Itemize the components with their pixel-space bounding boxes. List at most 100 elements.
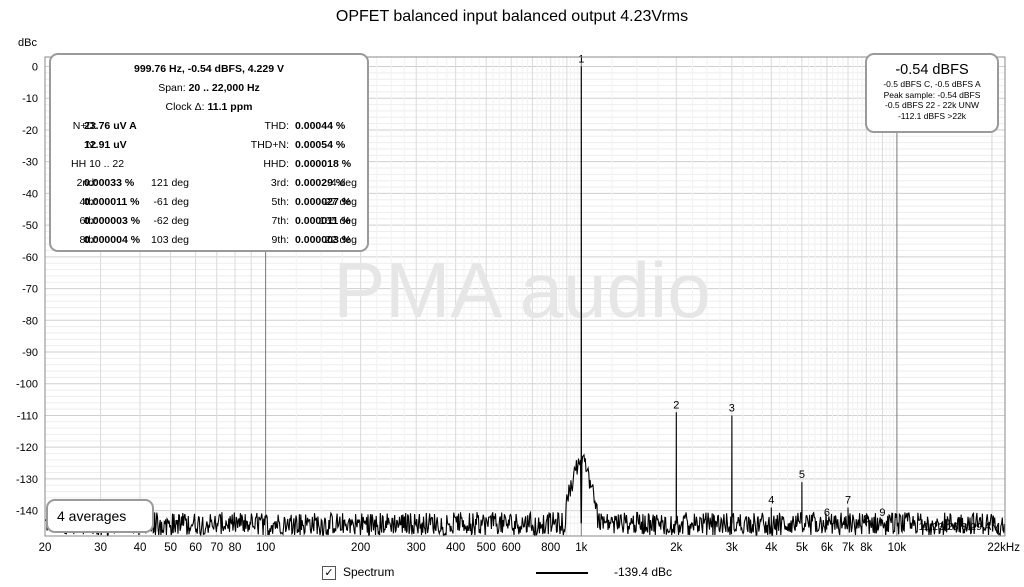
x-tick-label: 10k	[888, 542, 907, 554]
thdn-label: THD+N:	[250, 139, 289, 151]
x-tick-label: 60	[189, 542, 202, 554]
thd-value: 0.00044 %	[295, 120, 346, 132]
n-value: 12.91 uV	[84, 139, 127, 151]
harmonic-label: 5th:	[271, 196, 289, 208]
harmonic-row: 6th: 0.000003 % -62 deg 7th: 0.000011 % 165 d…	[51, 212, 367, 230]
harmonic-label: 9th:	[271, 234, 289, 246]
x-tick-label: 7k	[842, 542, 854, 554]
x-tick-label: 3k	[726, 542, 738, 554]
harmonic-phase: -62 deg	[153, 215, 189, 227]
harmonic-value: 0.000011 %	[295, 215, 351, 227]
y-tick-label: -100	[16, 379, 38, 391]
x-tick-label: 70	[210, 542, 223, 554]
y-tick-label: -120	[16, 442, 38, 454]
n-label: N:	[86, 139, 98, 151]
nd-value: 23.76 uV A	[84, 120, 137, 132]
x-tick-label: 800	[541, 542, 560, 554]
harmonic-phase: -4 deg	[327, 177, 357, 189]
x-tick-label: 20	[39, 542, 52, 554]
spectrum-series-line	[44, 66, 1006, 537]
level-line-1: -0.5 dBFS C, -0.5 dBFS A	[883, 79, 981, 89]
harmonic-peak-label: 8	[863, 513, 869, 525]
harmonic-peak-label: 3	[729, 402, 735, 414]
y-tick-label: -90	[22, 347, 38, 359]
harmonic-phase: 103 deg	[151, 234, 189, 246]
harmonic-peak-label: 4	[768, 494, 774, 506]
harmonic-peak-label: 9	[879, 507, 885, 519]
y-tick-label: 0	[32, 62, 38, 74]
y-tick-label: -60	[22, 252, 38, 264]
x-tick-label: 4k	[765, 542, 777, 554]
y-tick-label: -10	[22, 93, 38, 105]
harmonic-value: 0.000003 %	[295, 234, 352, 246]
y-tick-label: -140	[16, 506, 38, 518]
legend-line-swatch	[536, 572, 588, 574]
hh-range-label: HH 10 .. 22	[71, 158, 125, 170]
spectrum-checkbox[interactable]: ✓	[322, 566, 336, 580]
x-tick-label: 50	[164, 542, 177, 554]
x-tick-label: 500	[477, 542, 496, 554]
harmonic-peak-label: 1	[578, 54, 584, 66]
harmonic-peak-label: 6	[824, 507, 830, 519]
stats-header: 999.76 Hz, -0.54 dBFS, 4.229 V	[134, 63, 284, 75]
timestamp: 11/23/23 8:29 AM	[918, 521, 1000, 533]
x-tick-label: 6k	[821, 542, 833, 554]
thdn-value: 0.00054 %	[295, 139, 346, 151]
harmonic-phase: 22 deg	[324, 234, 357, 246]
x-tick-label: 80	[229, 542, 242, 554]
harmonic-value: 0.000011 %	[84, 196, 140, 208]
legend-series-value: -139.4 dBc	[614, 565, 673, 579]
x-tick-label: 30	[94, 542, 107, 554]
y-tick-label: -110	[17, 410, 38, 422]
y-tick-label: -30	[22, 157, 38, 169]
legend: ✓ Spectrum -139.4 dBc	[0, 564, 1024, 584]
harmonic-label: 3rd:	[270, 177, 289, 189]
x-tick-label: 1k	[575, 542, 587, 554]
harmonic-label: 4th:	[79, 196, 97, 208]
hhd-label: HHD:	[263, 158, 289, 170]
averages-label: 4 averages	[57, 508, 127, 524]
harmonic-row: 2nd: 0.00033 % 121 deg 3rd: 0.00029 % -4 deg	[51, 174, 367, 192]
harmonic-peak-label: 2	[673, 399, 679, 411]
averages-box: 4 averages	[46, 499, 154, 533]
y-axis-label: dBc	[18, 37, 37, 49]
measurement-stats-box: 999.76 Hz, -0.54 dBFS, 4.229 V Span: 20 …	[49, 53, 369, 252]
harmonic-peak-labels: 1 2 3 4 5 6 789	[578, 54, 885, 526]
x-tick-label: 200	[351, 542, 370, 554]
level-main: -0.54 dBFS	[895, 62, 969, 78]
level-line-4: -112.1 dBFS >22k	[897, 110, 967, 121]
level-line-3: -0.5 dBFS 22 - 22k UNW	[884, 100, 979, 110]
harmonic-phase: 165 deg	[319, 215, 357, 227]
y-tick-label: -20	[22, 125, 38, 137]
x-tick-label: 8k	[860, 542, 872, 554]
y-tick-label: -50	[22, 220, 38, 232]
y-tick-label: -130	[16, 474, 38, 486]
x-tick-label: 600	[502, 542, 521, 554]
harmonic-row: 4th: 0.000011 % -61 deg 5th: 0.000027 % -27 d…	[51, 193, 367, 211]
harmonic-value: 0.000004 %	[84, 234, 141, 246]
harmonic-peak-label: 5	[799, 469, 805, 481]
harmonic-value: 0.000003 %	[84, 215, 141, 227]
y-tick-labels: 0 -10 -20 -30 -40 -50 -60 -70 -80 -90 -100 -110 -120…	[16, 62, 38, 518]
chart-title: OPFET balanced input balanced output 4.2…	[335, 8, 689, 25]
x-tick-label: 400	[446, 542, 465, 554]
x-tick-label: 5k	[796, 542, 808, 554]
harmonic-phase: 121 deg	[151, 177, 189, 189]
y-tick-label: -70	[22, 284, 38, 296]
harmonic-phase: -27 deg	[321, 196, 357, 208]
plot-frame	[44, 56, 1006, 537]
x-tick-label: 300	[407, 542, 426, 554]
harmonic-label: 6th:	[79, 215, 97, 227]
x-tick-labels: 20 30 40 50 60 70 80 100 200 300 400 500 600 800 1k 2k 3…	[39, 542, 1021, 554]
span-readout: Span: 20 .. 22,000 Hz	[158, 82, 260, 94]
harmonic-label: 8th:	[79, 234, 97, 246]
legend-series-name: Spectrum	[343, 565, 395, 579]
harmonic-value: 0.00033 %	[84, 177, 135, 189]
harmonic-peak-label: 7	[845, 494, 851, 506]
clock-readout: Clock Δ: 11.1 ppm	[165, 101, 253, 113]
level-box: -0.54 dBFS -0.5 dBFS C, -0.5 dBFS A Peak…	[865, 53, 999, 133]
x-tick-label: 40	[134, 542, 147, 554]
thd-label: THD:	[264, 120, 290, 132]
harmonic-value: 0.00029 %	[295, 177, 346, 189]
y-tick-label: -40	[22, 188, 38, 200]
